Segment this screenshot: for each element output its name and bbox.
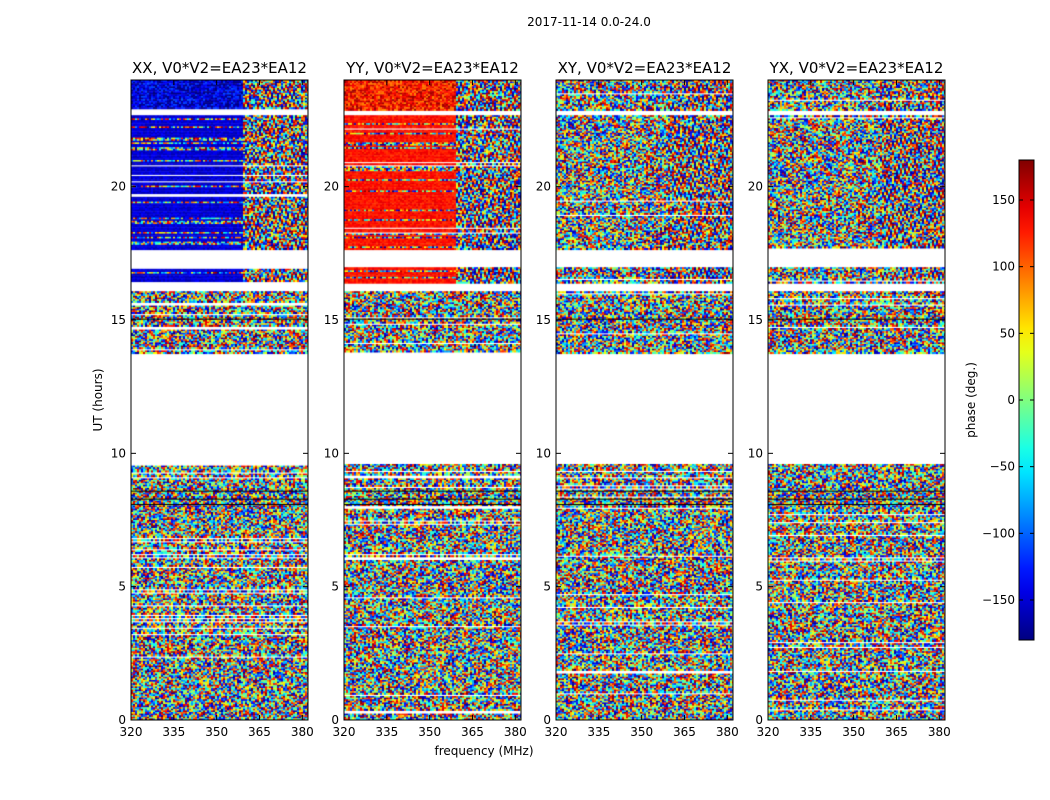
heatmap-image-yx (768, 80, 945, 720)
x-tick-label: 380 (291, 725, 314, 739)
y-tick-label: 10 (111, 446, 126, 460)
x-tick-label: 335 (587, 725, 610, 739)
x-tick-label: 365 (673, 725, 696, 739)
y-tick-label: 10 (536, 446, 551, 460)
x-tick-label: 320 (333, 725, 356, 739)
x-tick-label: 335 (799, 725, 822, 739)
y-tick-label: 20 (748, 180, 763, 194)
x-tick-label: 380 (716, 725, 739, 739)
figure-suptitle: 2017-11-14 0.0-24.0 (527, 15, 651, 29)
y-tick-label: 5 (118, 580, 126, 594)
y-tick-label: 15 (748, 313, 763, 327)
x-tick-label: 350 (205, 725, 228, 739)
panel-title-xy: XY, V0*V2=EA23*EA12 (558, 59, 732, 77)
colorbar-tick-label: −50 (990, 460, 1015, 474)
y-tick-label: 0 (331, 713, 339, 727)
y-tick-label: 10 (324, 446, 339, 460)
y-tick-label: 20 (324, 180, 339, 194)
panel-xy: XY, V0*V2=EA23*EA12 320 335 350 365 380 0 5 10 15… (536, 59, 739, 739)
y-tick-label: 15 (536, 313, 551, 327)
colorbar: 150 100 50 0 −50 −100 −150 phase (deg.) (964, 159, 1035, 641)
colorbar-tick-label: 150 (992, 193, 1015, 207)
panel-title-xx: XX, V0*V2=EA23*EA12 (132, 59, 307, 77)
colorbar-tick-label: −150 (982, 593, 1015, 607)
y-tick-label: 0 (543, 713, 551, 727)
panel-title-yx: YX, V0*V2=EA23*EA12 (769, 59, 944, 77)
x-tick-label: 365 (248, 725, 271, 739)
x-tick-label: 320 (120, 725, 143, 739)
y-tick-label: 15 (324, 313, 339, 327)
y-tick-label: 15 (111, 313, 126, 327)
x-tick-label: 350 (842, 725, 865, 739)
panel-frame (555, 79, 734, 721)
x-axis-label: frequency (MHz) (434, 744, 533, 758)
panel-frame (767, 79, 946, 721)
y-tick-label: 20 (111, 180, 126, 194)
x-tick-label: 335 (162, 725, 185, 739)
x-tick-label: 365 (461, 725, 484, 739)
colorbar-tick-label: 50 (1000, 326, 1015, 340)
y-tick-label: 0 (118, 713, 126, 727)
x-tick-label: 320 (757, 725, 780, 739)
panels-group: XX, V0*V2=EA23*EA12 320 335 350 365 380 0 5 10 15… (111, 59, 951, 739)
heatmap-image-xx (131, 80, 308, 720)
x-tick-label: 350 (418, 725, 441, 739)
y-tick-label: 5 (543, 580, 551, 594)
y-tick-label: 0 (755, 713, 763, 727)
panel-frame (343, 79, 522, 721)
y-tick-label: 20 (536, 180, 551, 194)
x-tick-label: 380 (504, 725, 527, 739)
x-tick-label: 335 (375, 725, 398, 739)
colorbar-tick-label: 0 (1007, 393, 1015, 407)
panel-yy: YY, V0*V2=EA23*EA12 320 335 350 365 380 0 5 10 15… (324, 59, 527, 739)
colorbar-label: phase (deg.) (964, 362, 978, 438)
heatmap-image-yy (344, 80, 521, 720)
x-tick-label: 350 (630, 725, 653, 739)
y-tick-label: 5 (331, 580, 339, 594)
panel-xx: XX, V0*V2=EA23*EA12 320 335 350 365 380 0 5 10 15… (111, 59, 314, 739)
x-tick-label: 380 (928, 725, 951, 739)
x-tick-label: 365 (885, 725, 908, 739)
colorbar-tick-label: −100 (982, 526, 1015, 540)
panel-yx: YX, V0*V2=EA23*EA12 320 335 350 365 380 0 5 10 15… (748, 59, 951, 739)
heatmap-image-xy (556, 80, 733, 720)
x-tick-label: 320 (545, 725, 568, 739)
y-tick-label: 5 (755, 580, 763, 594)
panel-frame (130, 79, 309, 721)
colorbar-tick-label: 100 (992, 260, 1015, 274)
y-tick-label: 10 (748, 446, 763, 460)
y-axis-label: UT (hours) (91, 368, 105, 431)
panel-title-yy: YY, V0*V2=EA23*EA12 (345, 59, 519, 77)
